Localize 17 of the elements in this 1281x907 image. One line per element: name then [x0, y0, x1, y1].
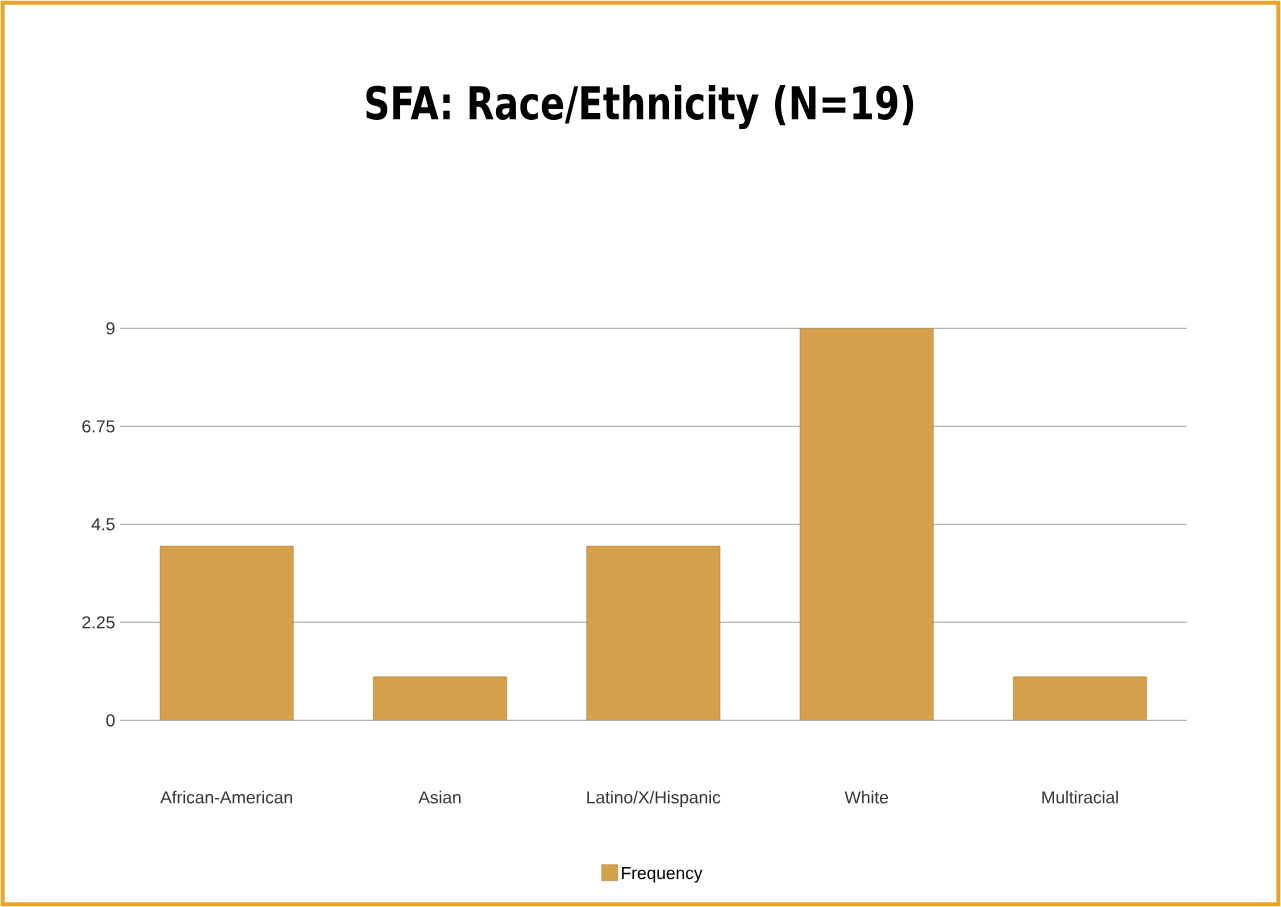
y-tick-label: 4.5: [91, 518, 115, 531]
bar: [1013, 676, 1147, 721]
bar: [586, 545, 721, 721]
y-tick-label: 0: [106, 714, 115, 727]
x-tick-label: African-American: [160, 790, 292, 804]
y-tick-label: 2.25: [82, 616, 115, 629]
x-tick-label: Asian: [418, 790, 461, 804]
x-tick-label: Multiracial: [1042, 790, 1118, 804]
chart-title: SFA: Race/Ethnicity (N=19): [366, 84, 914, 130]
legend-label: Frequency: [622, 867, 703, 883]
y-tick-label: 9: [106, 322, 115, 335]
x-tick-label: Latino/X/Hispanic: [587, 790, 721, 807]
y-tick-label: 6.75: [82, 420, 115, 433]
bar: [159, 545, 294, 721]
x-tick-label: White: [844, 790, 889, 804]
bar: [799, 328, 934, 721]
bar: [373, 676, 507, 721]
